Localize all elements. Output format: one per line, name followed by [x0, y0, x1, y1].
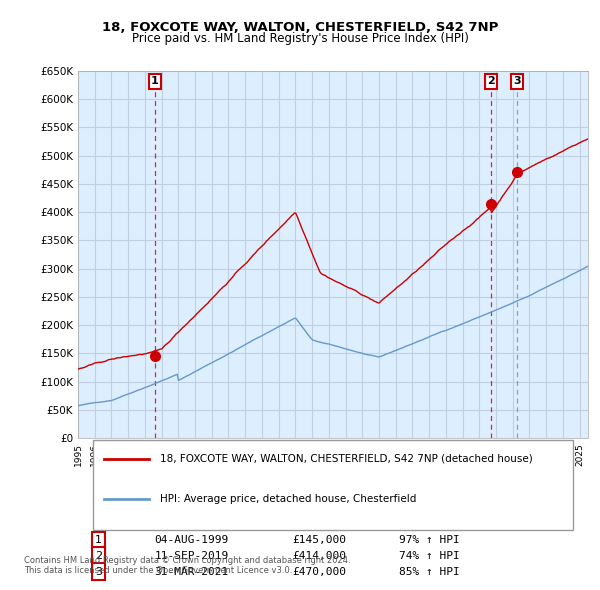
Text: 2: 2 — [487, 77, 495, 87]
Text: 11-SEP-2019: 11-SEP-2019 — [155, 551, 229, 560]
Text: £470,000: £470,000 — [292, 566, 346, 576]
Text: 3: 3 — [95, 566, 102, 576]
Text: £145,000: £145,000 — [292, 535, 346, 545]
Text: 04-AUG-1999: 04-AUG-1999 — [155, 535, 229, 545]
Text: 2: 2 — [95, 551, 102, 560]
Text: HPI: Average price, detached house, Chesterfield: HPI: Average price, detached house, Ches… — [160, 494, 416, 504]
Text: 31-MAR-2021: 31-MAR-2021 — [155, 566, 229, 576]
Text: 74% ↑ HPI: 74% ↑ HPI — [400, 551, 460, 560]
Text: 3: 3 — [513, 77, 521, 87]
Text: 18, FOXCOTE WAY, WALTON, CHESTERFIELD, S42 7NP (detached house): 18, FOXCOTE WAY, WALTON, CHESTERFIELD, S… — [160, 454, 532, 464]
Text: Price paid vs. HM Land Registry's House Price Index (HPI): Price paid vs. HM Land Registry's House … — [131, 32, 469, 45]
Text: £414,000: £414,000 — [292, 551, 346, 560]
Text: 18, FOXCOTE WAY, WALTON, CHESTERFIELD, S42 7NP: 18, FOXCOTE WAY, WALTON, CHESTERFIELD, S… — [102, 21, 498, 34]
Text: Contains HM Land Registry data © Crown copyright and database right 2024.
This d: Contains HM Land Registry data © Crown c… — [24, 556, 350, 575]
Text: 1: 1 — [151, 77, 158, 87]
Text: 97% ↑ HPI: 97% ↑ HPI — [400, 535, 460, 545]
Text: 1: 1 — [95, 535, 102, 545]
FancyBboxPatch shape — [94, 440, 573, 530]
Text: 85% ↑ HPI: 85% ↑ HPI — [400, 566, 460, 576]
